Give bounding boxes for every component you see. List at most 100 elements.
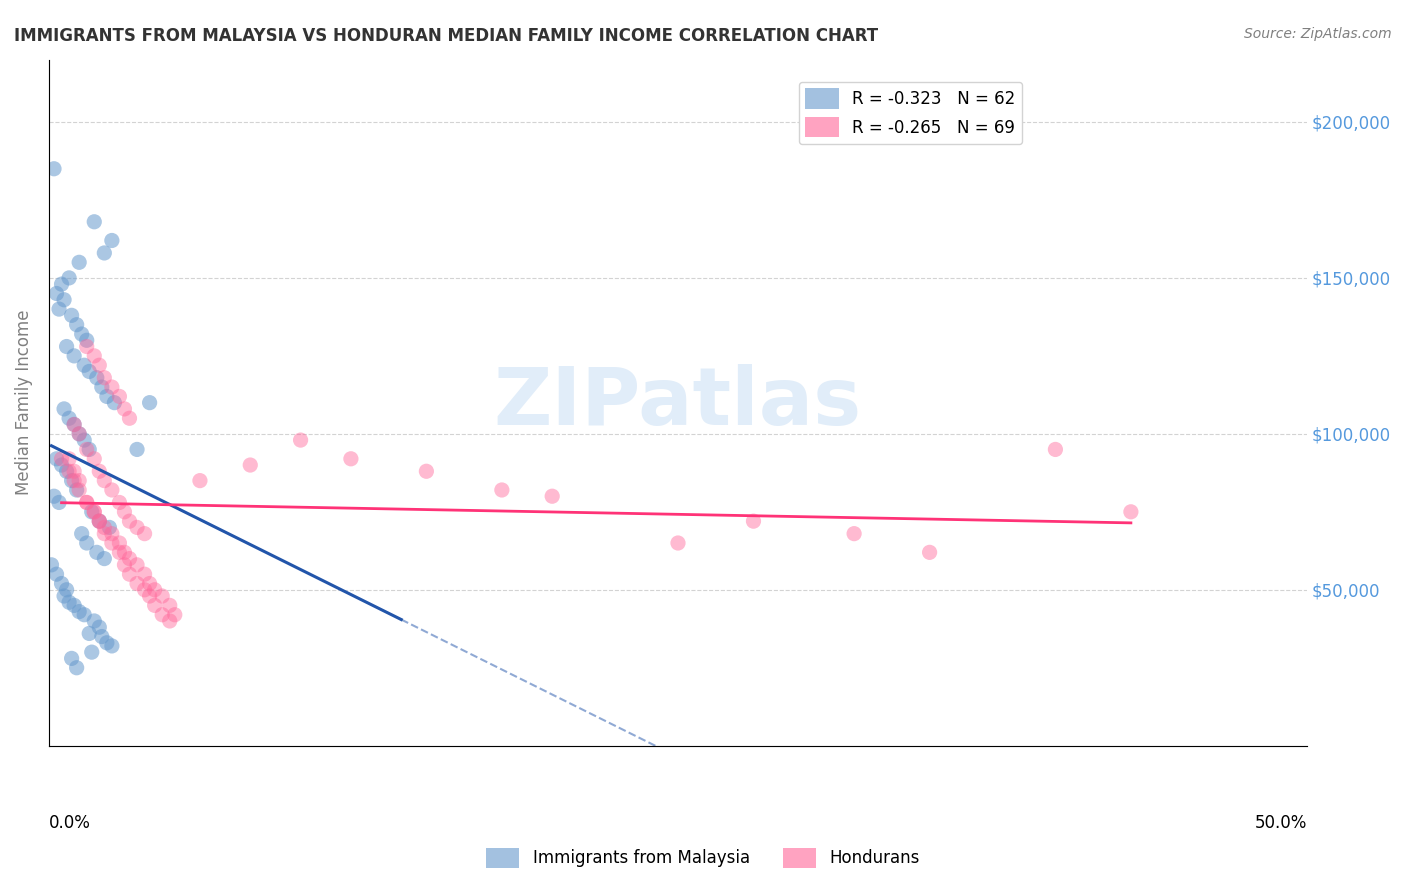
Point [63, 599, 86, 613]
Point [101, 483, 124, 497]
Point [93, 551, 115, 566]
Point [76, 442, 98, 457]
Point [60, 309, 83, 323]
Point [90, 380, 112, 394]
Point [114, 545, 136, 559]
Point [134, 526, 156, 541]
Point [63, 417, 86, 432]
Point [77, 626, 100, 640]
Point [125, 520, 148, 534]
Point [1119, 505, 1142, 519]
Point [83, 215, 105, 229]
Point [143, 582, 166, 597]
Point [67, 483, 90, 497]
Point [93, 526, 115, 541]
Point [90, 630, 112, 644]
Point [188, 474, 211, 488]
Point [89, 620, 111, 634]
Point [89, 514, 111, 528]
Point [340, 451, 363, 466]
Point [45, 451, 67, 466]
Point [67, 426, 90, 441]
Point [239, 458, 262, 472]
Text: 50.0%: 50.0% [1254, 814, 1308, 832]
Point [51, 576, 73, 591]
Point [150, 607, 173, 622]
Point [67, 474, 90, 488]
Point [77, 442, 100, 457]
Point [415, 464, 437, 478]
Point [89, 464, 111, 478]
Point [138, 395, 160, 409]
Point [51, 277, 73, 292]
Point [118, 514, 141, 528]
Point [76, 536, 98, 550]
Point [108, 389, 131, 403]
Point [58, 451, 80, 466]
Point [290, 433, 312, 447]
Point [86, 545, 108, 559]
Point [666, 536, 689, 550]
Point [67, 426, 90, 441]
Point [48, 495, 70, 509]
Point [67, 605, 90, 619]
Point [63, 417, 86, 432]
Point [101, 234, 124, 248]
Point [58, 411, 80, 425]
Point [138, 589, 160, 603]
Point [114, 505, 136, 519]
Text: 0.0%: 0.0% [49, 814, 91, 832]
Legend: Immigrants from Malaysia, Hondurans: Immigrants from Malaysia, Hondurans [479, 841, 927, 875]
Point [159, 614, 181, 628]
Point [45, 567, 67, 582]
Point [83, 505, 105, 519]
Point [125, 442, 148, 457]
Point [51, 451, 73, 466]
Point [159, 599, 181, 613]
Point [55, 582, 77, 597]
Point [89, 514, 111, 528]
Point [63, 474, 86, 488]
Point [541, 489, 564, 503]
Point [66, 483, 89, 497]
Point [103, 395, 125, 409]
Point [83, 505, 105, 519]
Point [42, 161, 65, 176]
Point [163, 607, 186, 622]
Point [118, 567, 141, 582]
Point [138, 576, 160, 591]
Point [70, 326, 93, 341]
Point [48, 302, 70, 317]
Point [77, 364, 100, 378]
Point [76, 495, 98, 509]
Point [55, 339, 77, 353]
Point [55, 464, 77, 478]
Text: ZIPatlas: ZIPatlas [494, 364, 862, 442]
Point [58, 271, 80, 285]
Point [83, 614, 105, 628]
Point [134, 582, 156, 597]
Legend: R = -0.323   N = 62, R = -0.265   N = 69: R = -0.323 N = 62, R = -0.265 N = 69 [799, 82, 1022, 144]
Point [67, 255, 90, 269]
Point [80, 645, 103, 659]
Point [66, 318, 89, 332]
Point [114, 558, 136, 572]
Point [73, 358, 96, 372]
Point [101, 526, 124, 541]
Point [842, 526, 865, 541]
Point [80, 505, 103, 519]
Point [76, 495, 98, 509]
Point [96, 636, 118, 650]
Point [89, 514, 111, 528]
Point [134, 567, 156, 582]
Point [86, 370, 108, 384]
Point [66, 661, 89, 675]
Point [45, 286, 67, 301]
Text: Source: ZipAtlas.com: Source: ZipAtlas.com [1244, 27, 1392, 41]
Point [742, 514, 765, 528]
Point [53, 293, 76, 307]
Point [60, 474, 83, 488]
Point [89, 358, 111, 372]
Point [98, 520, 121, 534]
Point [93, 370, 115, 384]
